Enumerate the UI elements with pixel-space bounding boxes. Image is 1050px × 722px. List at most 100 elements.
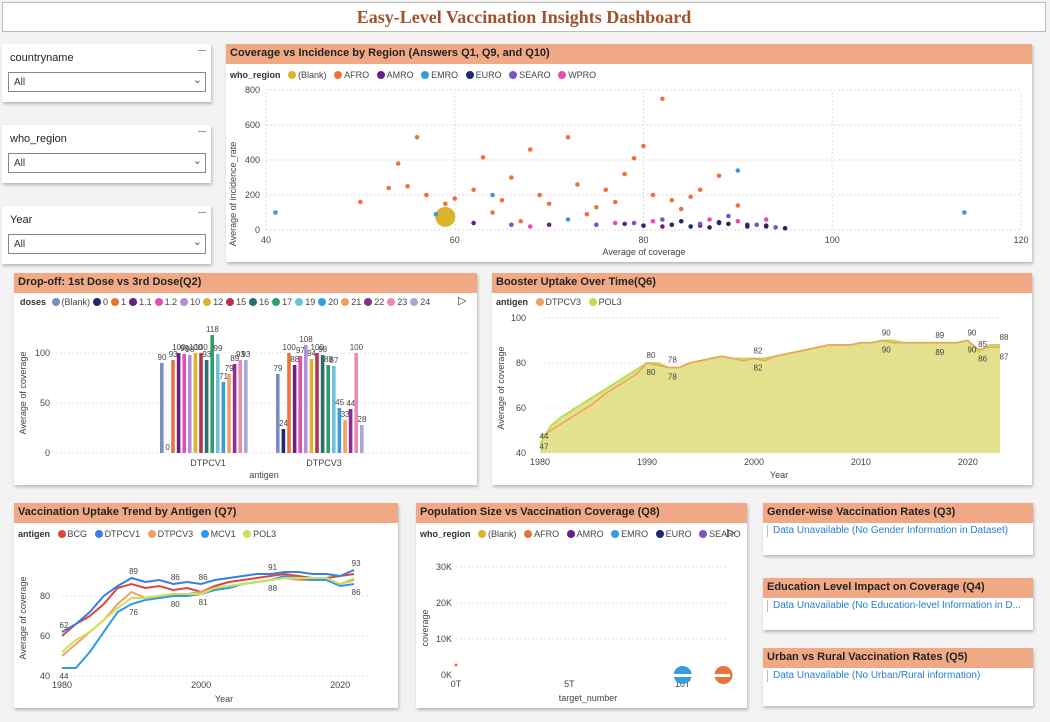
legend-item[interactable]: 19 <box>305 297 316 307</box>
bar-data-label: 100 <box>350 343 364 352</box>
y-tick-label: 100 <box>511 313 526 323</box>
x-tick-label: 2000 <box>191 680 211 690</box>
data-point <box>697 187 703 193</box>
bar-data-label: 94 <box>307 349 316 358</box>
legend-swatch <box>421 71 430 79</box>
data-label: 81 <box>199 598 208 607</box>
trend-card[interactable]: Vaccination Uptake Trend by Antigen (Q7)… <box>14 503 398 708</box>
coverage-incidence-card[interactable]: Coverage vs Incidence by Region (Answers… <box>226 44 1032 262</box>
legend-item[interactable]: EURO <box>665 529 692 539</box>
who-region-dropdown[interactable]: All ⌄ <box>8 153 206 173</box>
countryname-dropdown[interactable]: All ⌄ <box>8 72 206 92</box>
data-point <box>735 168 741 173</box>
bar-data-label: 44 <box>346 399 355 408</box>
card-title: Vaccination Uptake Trend by Antigen (Q7) <box>14 503 398 523</box>
bar <box>292 365 297 453</box>
legend-item[interactable]: AMRO <box>386 70 414 80</box>
legend-item[interactable]: BCG <box>67 529 88 539</box>
bar <box>315 353 319 453</box>
legend-item[interactable]: AMRO <box>576 529 604 539</box>
bar-data-label: 28 <box>358 415 367 424</box>
legend-scroll-icon[interactable]: ▷ <box>458 295 467 307</box>
x-axis-label: target_number <box>559 693 618 703</box>
year-dropdown[interactable]: All ⌄ <box>8 234 206 254</box>
data-label: 44 <box>60 672 69 681</box>
data-point <box>735 203 741 208</box>
legend-item[interactable]: DTPCV1 <box>104 529 141 539</box>
y-tick-label: 100 <box>35 348 50 358</box>
legend-item[interactable]: EMRO <box>431 70 459 80</box>
legend-item[interactable]: POL3 <box>253 529 277 539</box>
trend-line-chart[interactable]: Average of coverage Year 40 60 80 1980 2000 2… <box>14 503 398 708</box>
legend-item[interactable]: (Blank) <box>298 70 327 80</box>
legend-item[interactable]: AFRO <box>534 529 560 539</box>
coverage-incidence-scatter[interactable]: Average of incidence_rate Average of cov… <box>226 44 1032 262</box>
legend-item[interactable]: (Blank) <box>61 297 91 307</box>
bar <box>360 425 364 453</box>
slicer-countryname[interactable]: countryname All ⌄ <box>2 44 211 102</box>
y-tick-label: 0 <box>45 448 50 458</box>
population-card[interactable]: Population Size vs Vaccination Coverage … <box>416 503 747 708</box>
chevron-down-icon[interactable]: ⌄ <box>192 74 202 86</box>
legend-item[interactable]: SEARO <box>519 70 551 80</box>
bar-data-label: 87 <box>330 356 339 365</box>
booster-area-chart[interactable]: Average of coverage Year 40 60 80 100 1980 19… <box>492 273 1032 485</box>
dropoff-bar-chart[interactable]: Average of coverage antigen 050100DTPCV1… <box>14 273 477 485</box>
data-label: 90 <box>967 346 976 355</box>
slicer-who-region[interactable]: who_region All ⌄ <box>2 125 211 183</box>
legend-item[interactable]: 12 <box>213 297 224 307</box>
legend-item[interactable]: (Blank) <box>488 529 517 539</box>
legend-item[interactable]: 24 <box>420 297 431 307</box>
legend-item[interactable]: POL3 <box>598 297 622 307</box>
legend-item[interactable]: 21 <box>351 297 362 307</box>
chevron-down-icon[interactable]: ⌄ <box>192 155 202 167</box>
legend-item[interactable]: EURO <box>475 70 502 80</box>
legend-scroll-icon[interactable]: ▷ <box>727 527 736 539</box>
legend-item[interactable]: 15 <box>236 297 247 307</box>
legend-item[interactable]: SEARO <box>709 529 741 539</box>
booster-card[interactable]: Booster Uptake Over Time(Q6) antigen DTP… <box>492 273 1032 485</box>
slicer-year[interactable]: Year All ⌄ <box>2 206 211 264</box>
y-tick-label: 60 <box>40 631 50 641</box>
legend-swatch <box>387 298 396 306</box>
legend-item[interactable]: DTPCV3 <box>157 529 194 539</box>
bar-data-label: 79 <box>274 364 283 373</box>
legend-items: (Blank) 0 1 1.1 1.2 10 12 15 16 17 19 20 21 22 23 24 <box>49 297 431 307</box>
data-point <box>537 192 542 198</box>
x-tick-label: 1980 <box>530 457 550 467</box>
legend-item[interactable]: AFRO <box>344 70 370 80</box>
data-label: 88 <box>268 584 277 593</box>
education-card: Education Level Impact on Coverage (Q4) … <box>763 578 1033 630</box>
divider <box>767 600 768 612</box>
data-point <box>433 211 439 217</box>
legend-item[interactable]: 16 <box>259 297 270 307</box>
bar <box>276 374 280 453</box>
population-scatter[interactable]: coverage target_number 0K 10K 20K 30K 0T 5T 10… <box>416 503 747 708</box>
bar-data-label: 100 <box>172 343 186 352</box>
legend-item[interactable]: 23 <box>397 297 408 307</box>
legend-item[interactable]: 1.2 <box>164 297 178 307</box>
legend-item[interactable]: 20 <box>328 297 339 307</box>
data-point <box>405 183 410 189</box>
bar-data-label: 100 <box>311 343 325 352</box>
legend-item[interactable]: 10 <box>190 297 201 307</box>
legend-item[interactable]: 1 <box>121 297 127 307</box>
series-line <box>61 569 355 633</box>
y-axis-label: Average of coverage <box>18 352 28 435</box>
legend-swatch <box>288 71 297 79</box>
legend-item[interactable]: 1.1 <box>139 297 152 307</box>
x-tick-label: 120 <box>1013 235 1028 245</box>
legend-item[interactable]: MCV1 <box>210 529 236 539</box>
legend-item[interactable]: EMRO <box>621 529 649 539</box>
legend-item[interactable]: WPRO <box>568 70 597 80</box>
dropoff-card[interactable]: Drop-off: 1st Dose vs 3rd Dose(Q2) doses… <box>14 273 477 485</box>
data-point <box>660 224 665 229</box>
legend-item[interactable]: 17 <box>282 297 293 307</box>
legend-item[interactable]: 0 <box>103 297 109 307</box>
legend-item[interactable]: DTPCV3 <box>545 297 582 307</box>
dashboard-title-bar: Easy-Level Vaccination Insights Dashboar… <box>2 2 1046 32</box>
legend-item[interactable]: 22 <box>374 297 385 307</box>
bar-data-label: 98 <box>186 345 195 354</box>
chevron-down-icon[interactable]: ⌄ <box>192 236 202 248</box>
data-label: 47 <box>540 442 549 451</box>
